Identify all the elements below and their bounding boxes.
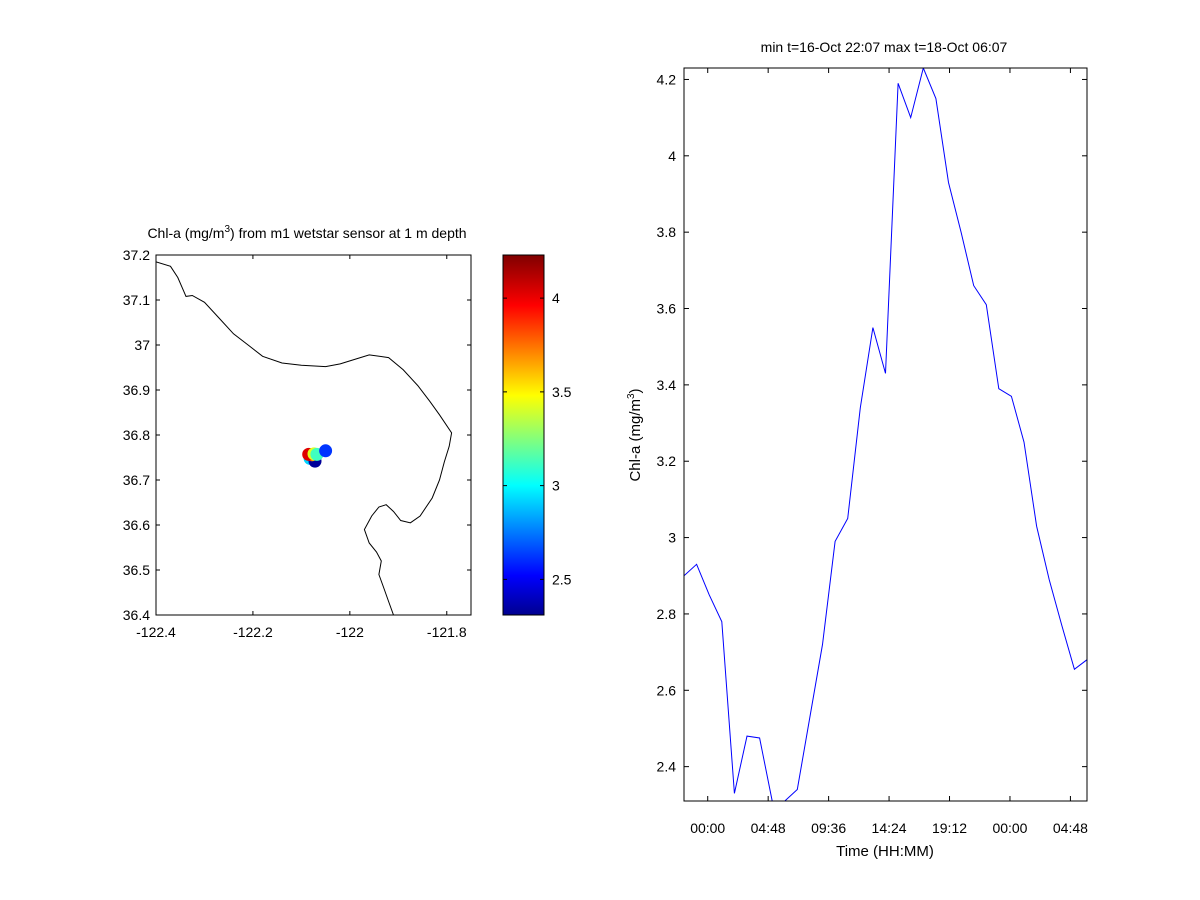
ts-y-tick-label: 2.4 — [657, 759, 677, 775]
coastline — [156, 261, 453, 615]
ts-y-tick-label: 3.8 — [657, 224, 677, 240]
map-y-tick-label: 36.5 — [123, 562, 150, 578]
y-axis-label: Chl-a (mg/m3) — [626, 388, 644, 481]
map-x-tick-label: -122.2 — [233, 624, 273, 640]
map-y-axis: 36.4 36.5 36.6 36.7 36.8 36.9 37 37.1 37.2 — [123, 247, 471, 623]
colorbar: 2.5 3 3.5 4 — [502, 254, 572, 616]
ts-y-tick-label: 3.4 — [657, 377, 677, 393]
ts-x-tick-label: 00:00 — [690, 820, 725, 836]
ts-x-tick-label: 19:12 — [932, 820, 967, 836]
map-title: Chl-a (mg/m3) from m1 wetstar sensor at … — [147, 224, 466, 241]
colorbar-tick-label: 4 — [552, 290, 560, 306]
ts-x-tick-label: 14:24 — [872, 820, 907, 836]
ts-y-tick-label: 3 — [668, 530, 676, 546]
timeseries-y-axis: 2.4 2.6 2.8 3 3.2 3.4 3.6 3.8 4 4.2 — [657, 71, 1087, 775]
map-panel: Chl-a (mg/m3) from m1 wetstar sensor at … — [123, 224, 472, 640]
timeseries-title: min t=16-Oct 22:07 max t=18-Oct 06:07 — [761, 39, 1008, 55]
colorbar-tick-label: 3 — [552, 478, 560, 494]
colorbar-gradient — [503, 255, 544, 615]
ts-x-tick-label: 04:48 — [1053, 820, 1088, 836]
timeseries-panel: min t=16-Oct 22:07 max t=18-Oct 06:07 00… — [626, 39, 1088, 860]
ts-x-tick-label: 00:00 — [992, 820, 1027, 836]
map-y-tick-label: 37.1 — [123, 292, 150, 308]
colorbar-tick-label: 2.5 — [552, 571, 572, 587]
map-y-tick-label: 36.4 — [123, 607, 150, 623]
map-y-tick-label: 36.7 — [123, 472, 150, 488]
map-x-tick-label: -122.4 — [136, 624, 176, 640]
ts-y-tick-label: 2.8 — [657, 606, 677, 622]
ts-x-tick-label: 09:36 — [811, 820, 846, 836]
map-y-tick-label: 37 — [134, 337, 150, 353]
ts-y-tick-label: 4.2 — [657, 71, 677, 87]
map-x-tick-label: -121.8 — [427, 624, 467, 640]
map-y-tick-label: 36.6 — [123, 517, 150, 533]
timeseries-axes-box — [683, 67, 1088, 802]
colorbar-tick-label: 3.5 — [552, 384, 572, 400]
map-point-6 — [319, 444, 333, 458]
ts-x-tick-label: 04:48 — [751, 820, 786, 836]
colorbar-ticks: 2.5 3 3.5 4 — [503, 290, 572, 587]
ts-y-tick-label: 3.2 — [657, 453, 677, 469]
map-y-tick-label: 36.9 — [123, 382, 150, 398]
map-y-tick-label: 36.8 — [123, 427, 150, 443]
map-x-axis: -122.4 -122.2 -122 -121.8 — [136, 255, 467, 640]
ts-y-tick-label: 2.6 — [657, 682, 677, 698]
timeseries-x-axis: 00:00 04:48 09:36 14:24 19:12 00:00 04:48 — [690, 68, 1088, 836]
map-points — [302, 444, 333, 468]
x-axis-label: Time (HH:MM) — [836, 843, 934, 860]
ts-y-tick-label: 4 — [668, 148, 676, 164]
ts-y-tick-label: 3.6 — [657, 301, 677, 317]
map-x-tick-label: -122 — [336, 624, 364, 640]
map-y-tick-label: 37.2 — [123, 247, 150, 263]
series-line — [684, 68, 1087, 801]
colorbar-box — [502, 254, 545, 616]
